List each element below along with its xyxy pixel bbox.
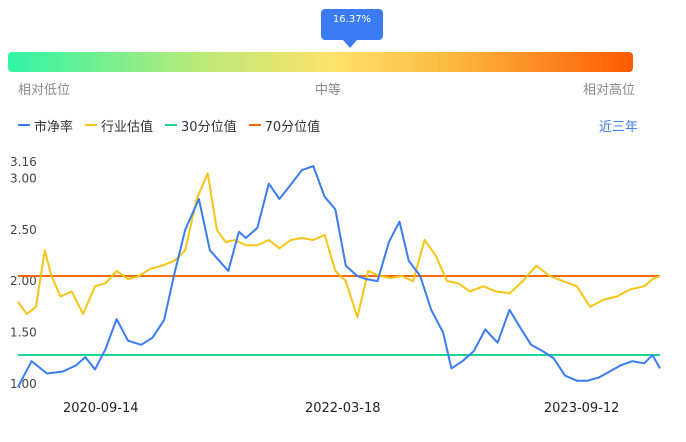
legend-label: 30分位值 xyxy=(181,119,237,135)
legend-line-icon xyxy=(18,124,30,126)
legend-item-industry[interactable]: 行业估值 xyxy=(85,116,153,135)
legend-label: 70分位值 xyxy=(264,119,321,135)
legend-line-icon xyxy=(85,124,98,126)
x-tick-label: 2023-09-12 xyxy=(544,401,620,416)
range-selector[interactable]: 近三年 xyxy=(599,120,639,135)
y-tick-label: 2.50 xyxy=(10,223,37,237)
legend-label: 行业估值 xyxy=(101,119,154,135)
legend-item-p30[interactable]: 30分位值 xyxy=(165,116,237,135)
legend-label: 市净率 xyxy=(34,119,74,135)
percentile-value: 16.37% xyxy=(332,14,372,25)
y-tick-label: 1.50 xyxy=(10,325,37,339)
y-tick-label: 1.00 xyxy=(10,377,37,391)
percentile-tooltip: 16.37% xyxy=(321,9,383,40)
y-tick-label: 2.00 xyxy=(10,274,37,288)
tooltip-pointer-icon xyxy=(343,40,357,48)
legend: 市净率 行业估值 30分位值 70分位值 xyxy=(18,116,332,135)
scale-label-low: 相对低位 xyxy=(18,83,71,98)
legend-line-icon xyxy=(248,124,261,126)
y-tick-label: 3.00 xyxy=(10,171,37,185)
scale-label-high: 相对高位 xyxy=(583,83,636,98)
scale-label-mid: 中等 xyxy=(315,83,342,98)
chart-plot: 3.16 3.00 2.50 2.00 1.50 1.00 2020-09-14 2022-0… xyxy=(10,155,661,416)
x-tick-label: 2020-09-14 xyxy=(63,401,139,416)
series-line xyxy=(17,165,661,388)
percentile-gradient-bar xyxy=(8,52,633,72)
x-tick-label: 2022-03-18 xyxy=(305,401,381,416)
legend-item-p70[interactable]: 70分位值 xyxy=(248,116,321,135)
series-line xyxy=(17,172,661,319)
legend-line-icon xyxy=(165,124,178,126)
legend-item-pb[interactable]: 市净率 xyxy=(18,116,73,135)
y-tick-label: 3.16 xyxy=(10,155,37,169)
